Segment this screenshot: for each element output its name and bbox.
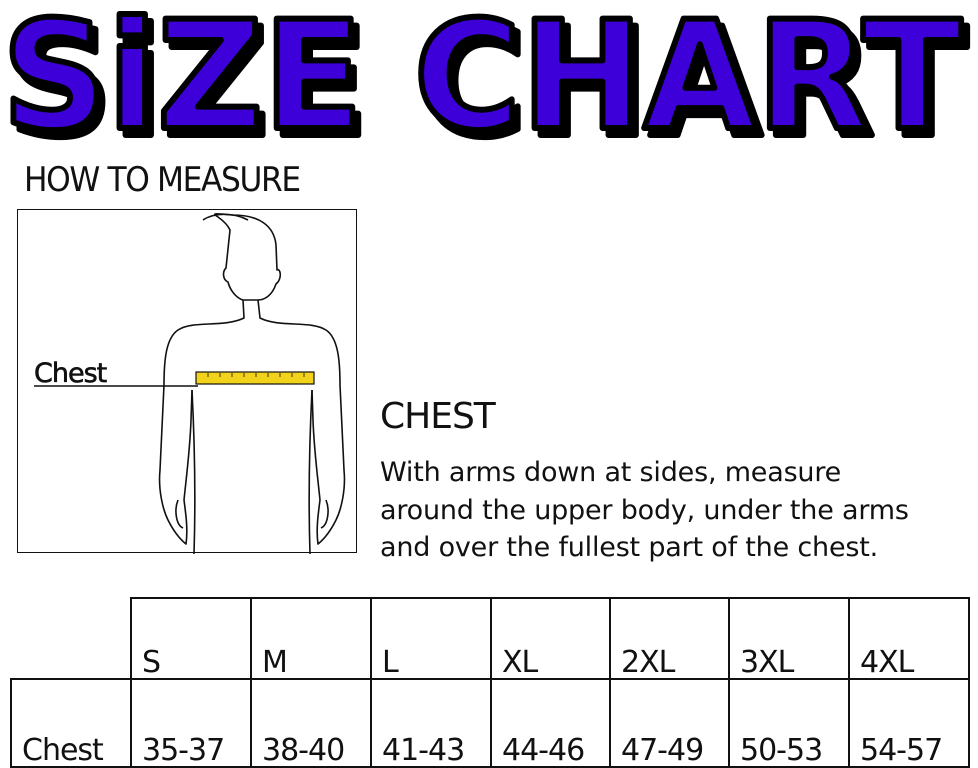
- size-header-cell: XL: [490, 597, 611, 680]
- size-header-cell-text: L: [382, 645, 399, 680]
- chest-label: Chest: [34, 358, 107, 389]
- row-label-cell: Chest: [10, 678, 132, 768]
- description-line: and over the fullest part of the chest.: [380, 532, 878, 563]
- value-cell-text: 47-49: [621, 733, 704, 768]
- size-header-cell: 4XL: [848, 597, 970, 680]
- size-header-cell-text: S: [142, 645, 161, 680]
- size-header-cell: S: [130, 597, 252, 680]
- value-cell-text: 38-40: [262, 733, 345, 768]
- size-header-cell-text: XL: [502, 645, 538, 680]
- value-cell: 38-40: [250, 678, 372, 768]
- size-header-cell-text: M: [262, 645, 288, 680]
- body-outline-illustration: Chest: [34, 213, 346, 555]
- row-label-cell-text: Chest: [22, 733, 104, 768]
- title-text: SiZE CHART: [2, 0, 962, 164]
- value-cell: 54-57: [848, 678, 970, 768]
- size-header-cell: 3XL: [728, 597, 850, 680]
- how-to-measure-heading: HOW TO MEASURE: [24, 160, 301, 200]
- value-cell: 35-37: [130, 678, 252, 768]
- value-cell-text: 41-43: [382, 733, 465, 768]
- size-header-cell: M: [250, 597, 372, 680]
- size-header-cell: L: [370, 597, 492, 680]
- value-cell-text: 50-53: [740, 733, 823, 768]
- value-cell: 50-53: [728, 678, 850, 768]
- size-header-cell-text: 2XL: [621, 645, 675, 680]
- size-header-cell-text: 4XL: [860, 645, 914, 680]
- chest-heading: CHEST: [380, 396, 496, 437]
- size-header-cell: 2XL: [609, 597, 730, 680]
- measure-figure: Chest: [17, 209, 357, 555]
- description-line: With arms down at sides, measure: [380, 457, 842, 488]
- value-cell: 44-46: [490, 678, 611, 768]
- value-cell: 47-49: [609, 678, 730, 768]
- value-cell-text: 44-46: [502, 733, 585, 768]
- chest-description: With arms down at sides, measure around …: [380, 454, 978, 567]
- value-cell: 41-43: [370, 678, 492, 768]
- value-cell-text: 54-57: [860, 733, 943, 768]
- size-chart-title: SiZE CHART: [0, 0, 965, 167]
- value-cell-text: 35-37: [142, 733, 225, 768]
- description-line: around the upper body, under the arms: [380, 494, 909, 526]
- size-header-cell-text: 3XL: [740, 645, 794, 680]
